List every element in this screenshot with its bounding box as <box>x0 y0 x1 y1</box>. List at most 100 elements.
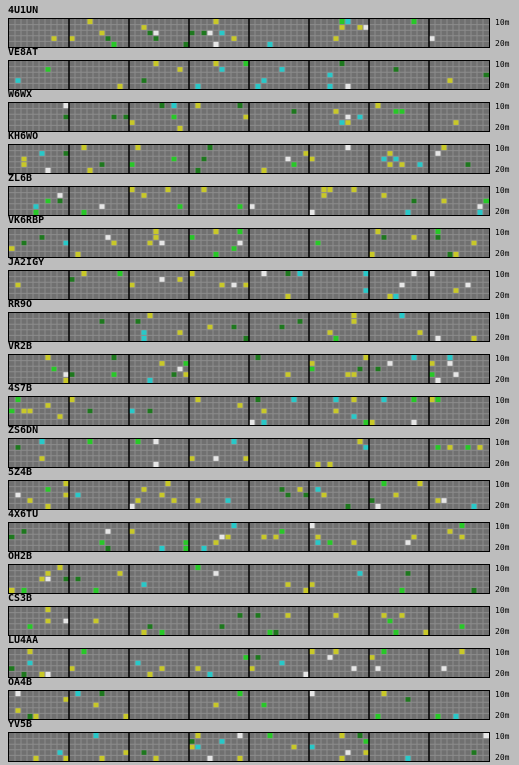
signal-cell <box>207 671 213 677</box>
signal-cell <box>339 119 345 126</box>
signal-cell <box>45 486 51 493</box>
signal-cell <box>213 61 219 67</box>
signal-cell <box>369 419 375 425</box>
signal-cell <box>45 66 51 73</box>
signal-cell <box>75 691 81 697</box>
signal-cell <box>327 329 333 336</box>
signal-cell <box>195 167 201 173</box>
signal-cell <box>243 61 249 67</box>
signal-cell <box>243 282 249 288</box>
signal-cell <box>21 587 27 593</box>
signal-cell <box>399 108 405 115</box>
signal-cell <box>207 324 213 330</box>
signal-cell <box>135 145 141 151</box>
signal-cell <box>369 654 375 661</box>
signal-cell <box>129 187 135 193</box>
signal-cell <box>237 733 243 739</box>
signal-cell <box>111 114 117 120</box>
band-label-top: 10m <box>495 522 510 531</box>
signal-cell <box>399 313 405 319</box>
beacon-row: LU4AA 10m 20m <box>0 634 519 678</box>
signal-cell <box>279 66 285 73</box>
signal-cell <box>255 83 261 89</box>
signal-cell <box>15 77 21 84</box>
signal-cell <box>279 528 285 535</box>
signal-cell <box>189 744 195 750</box>
signal-cell <box>237 203 243 210</box>
signal-cell <box>417 329 423 336</box>
signal-cell <box>411 234 417 241</box>
signal-cell <box>483 733 489 739</box>
signal-cell <box>45 570 51 577</box>
signal-cell <box>39 671 45 677</box>
signal-cell <box>63 114 69 120</box>
signal-cell <box>153 30 159 36</box>
band-label-top: 10m <box>495 144 510 153</box>
signal-cell <box>441 198 447 204</box>
signal-cell <box>363 355 369 361</box>
signal-cell <box>99 539 105 546</box>
signal-cell <box>195 397 201 403</box>
signal-cell <box>459 534 465 540</box>
signal-cell <box>93 702 99 708</box>
signal-cell <box>159 276 165 283</box>
signal-cell <box>63 618 69 624</box>
signal-cell <box>327 461 333 467</box>
signal-cell <box>267 41 273 47</box>
signal-cell <box>159 240 165 246</box>
signal-cell <box>45 503 51 509</box>
signal-cell <box>27 497 33 504</box>
signal-cell <box>129 161 135 168</box>
signal-cell <box>177 66 183 73</box>
signal-cell <box>93 587 99 593</box>
signal-cell <box>471 587 477 593</box>
signal-cell <box>105 234 111 241</box>
signal-cell <box>447 360 453 367</box>
beacon-callsign: 4X6TU <box>8 509 39 520</box>
band-activity-grid <box>8 438 490 468</box>
band-activity-grid <box>8 396 490 426</box>
signal-cell <box>189 234 195 241</box>
signal-cell <box>219 66 225 73</box>
band-activity-grid <box>8 606 490 636</box>
signal-cell <box>81 145 87 151</box>
band-label-bottom: 20m <box>495 39 510 48</box>
signal-cell <box>147 313 153 319</box>
signal-cell <box>9 587 15 593</box>
band-label-bottom: 20m <box>495 711 510 720</box>
signal-cell <box>381 481 387 487</box>
signal-cell <box>213 251 219 257</box>
signal-cell <box>435 335 441 341</box>
band-label-bottom: 20m <box>495 291 510 300</box>
signal-cell <box>63 377 69 383</box>
signal-cell <box>159 545 165 551</box>
signal-cell <box>237 240 243 246</box>
signal-cell <box>15 282 21 288</box>
signal-cell <box>87 19 93 25</box>
signal-cell <box>429 371 435 378</box>
signal-cell <box>327 539 333 546</box>
signal-cell <box>333 335 339 341</box>
signal-cell <box>351 665 357 672</box>
beacon-callsign: 4S7B <box>8 383 33 394</box>
signal-cell <box>243 335 249 341</box>
signal-cell <box>213 570 219 577</box>
signal-cell <box>111 240 117 246</box>
signal-cell <box>69 276 75 283</box>
beacon-row: 4S7B 10m 20m <box>0 382 519 426</box>
signal-cell <box>249 665 255 672</box>
signal-cell <box>339 61 345 67</box>
signal-cell <box>117 570 123 577</box>
band-label-top: 10m <box>495 648 510 657</box>
signal-cell <box>45 618 51 624</box>
signal-cell <box>471 503 477 509</box>
signal-cell <box>393 492 399 498</box>
signal-cell <box>453 371 459 378</box>
signal-cell <box>135 318 141 325</box>
signal-cell <box>441 497 447 504</box>
signal-cell <box>363 444 369 451</box>
signal-cell <box>345 145 351 151</box>
signal-cell <box>129 119 135 126</box>
signal-cell <box>249 203 255 210</box>
